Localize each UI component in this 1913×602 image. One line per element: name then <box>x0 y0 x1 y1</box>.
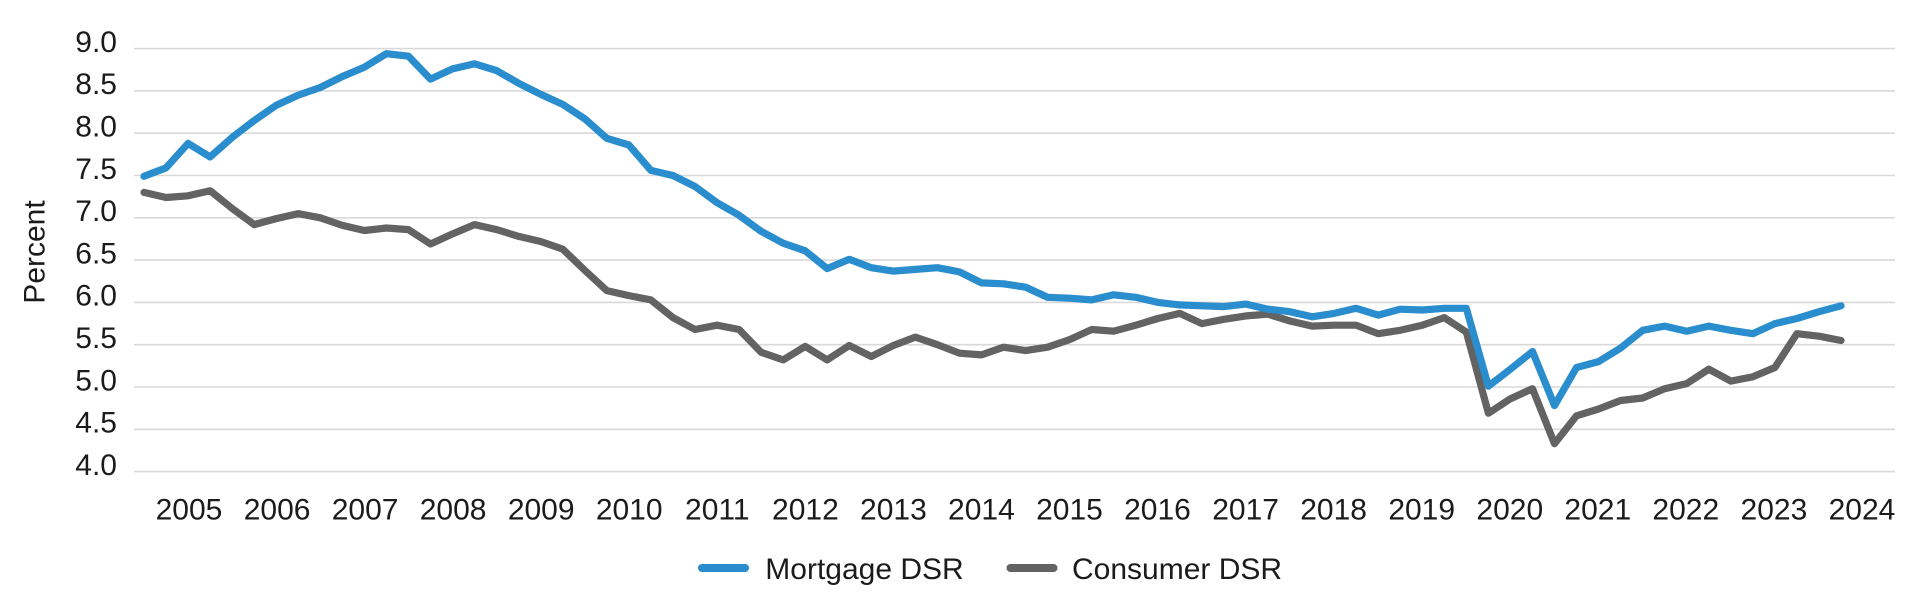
svg-text:2005: 2005 <box>156 493 223 526</box>
svg-text:2009: 2009 <box>508 493 575 526</box>
svg-text:2023: 2023 <box>1741 493 1808 526</box>
svg-text:4.0: 4.0 <box>75 449 117 482</box>
svg-text:2017: 2017 <box>1212 493 1279 526</box>
svg-text:2010: 2010 <box>596 493 663 526</box>
svg-text:8.5: 8.5 <box>75 68 117 101</box>
svg-text:2016: 2016 <box>1124 493 1191 526</box>
svg-text:5.0: 5.0 <box>75 364 117 397</box>
svg-text:4.5: 4.5 <box>75 407 117 440</box>
svg-text:2014: 2014 <box>948 493 1015 526</box>
svg-text:2007: 2007 <box>332 493 399 526</box>
svg-text:8.0: 8.0 <box>75 111 117 144</box>
svg-text:2015: 2015 <box>1036 493 1103 526</box>
svg-text:2013: 2013 <box>860 493 927 526</box>
svg-text:2018: 2018 <box>1300 493 1367 526</box>
svg-text:2024: 2024 <box>1829 493 1896 526</box>
svg-text:7.5: 7.5 <box>75 153 117 186</box>
svg-text:2006: 2006 <box>244 493 311 526</box>
svg-text:9.0: 9.0 <box>75 26 117 59</box>
svg-text:2008: 2008 <box>420 493 487 526</box>
svg-text:Consumer DSR: Consumer DSR <box>1072 553 1282 586</box>
svg-text:Mortgage DSR: Mortgage DSR <box>765 553 963 586</box>
svg-text:6.0: 6.0 <box>75 280 117 313</box>
svg-text:2012: 2012 <box>772 493 839 526</box>
svg-text:2020: 2020 <box>1476 493 1543 526</box>
svg-text:Percent: Percent <box>19 200 52 304</box>
svg-text:2019: 2019 <box>1388 493 1455 526</box>
svg-text:5.5: 5.5 <box>75 322 117 355</box>
svg-text:2021: 2021 <box>1564 493 1631 526</box>
svg-text:6.5: 6.5 <box>75 237 117 270</box>
svg-text:2022: 2022 <box>1652 493 1719 526</box>
svg-text:7.0: 7.0 <box>75 195 117 228</box>
svg-text:2011: 2011 <box>685 493 750 526</box>
